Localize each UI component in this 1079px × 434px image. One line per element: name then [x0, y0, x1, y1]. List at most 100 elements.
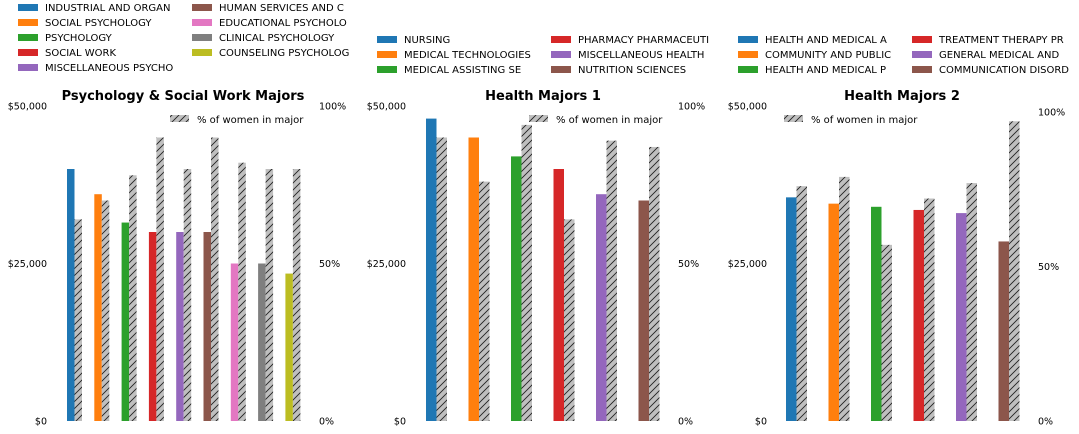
- women-pct-bar: [649, 146, 660, 421]
- salary-bar: [258, 263, 266, 421]
- legend-hatch-label: % of women in major: [197, 115, 304, 126]
- women-pct-bar: [156, 137, 164, 421]
- salary-bar: [426, 118, 437, 421]
- salary-bar: [468, 137, 479, 421]
- women-pct-bar: [966, 183, 977, 421]
- legend-hatch-swatch: [170, 115, 189, 122]
- salary-bar: [176, 232, 184, 421]
- legend-swatch: [192, 19, 212, 26]
- left-tick-label: $0: [394, 417, 406, 428]
- right-tick-label: 0%: [1038, 417, 1053, 428]
- chart-title: Psychology & Social Work Majors: [62, 89, 305, 104]
- legend-label: INDUSTRIAL AND ORGAN: [45, 3, 170, 14]
- chart-panel-3: HEALTH AND MEDICAL A COMMUNITY AND PUBLIC…: [728, 35, 1070, 428]
- legend-label: COMMUNICATION DISORD: [939, 65, 1069, 76]
- women-pct-bar: [74, 219, 82, 421]
- legend-label: PHARMACY PHARMACEUTI: [578, 35, 709, 46]
- legend-label: MISCELLANEOUS HEALTH: [578, 50, 704, 61]
- legend-swatch: [738, 36, 758, 43]
- women-pct-bar: [606, 140, 617, 421]
- chart-title: Health Majors 1: [485, 89, 601, 104]
- women-pct-bar: [839, 176, 850, 421]
- salary-bar: [786, 197, 797, 421]
- legend-label: MISCELLANEOUS PSYCHO: [45, 63, 173, 74]
- salary-bar: [913, 209, 924, 421]
- women-pct-bar: [101, 200, 110, 421]
- salary-bar: [596, 194, 607, 421]
- salary-bar: [553, 169, 564, 421]
- chart-panel-1: INDUSTRIAL AND ORGAN SOCIAL PSYCHOLOGY PSY…: [8, 3, 350, 428]
- legend-label: SOCIAL PSYCHOLOGY: [45, 18, 152, 29]
- left-tick-label: $50,000: [728, 102, 767, 113]
- salary-bar: [998, 241, 1009, 421]
- right-tick-label: 50%: [319, 259, 340, 270]
- legend-swatch: [377, 36, 397, 43]
- legend-hatch-swatch: [529, 115, 548, 122]
- legend-swatch: [377, 51, 397, 58]
- salary-bar: [828, 203, 839, 421]
- women-pct-bar: [238, 162, 246, 421]
- legend-swatch: [738, 66, 758, 73]
- salary-bar: [230, 263, 239, 421]
- legend-label: GENERAL MEDICAL AND: [939, 50, 1059, 61]
- legend-label: TREATMENT THERAPY PR: [938, 35, 1064, 46]
- salary-bar: [956, 213, 967, 421]
- women-pct-bar: [881, 244, 892, 421]
- women-pct-bar: [183, 169, 192, 421]
- legend-swatch: [192, 4, 212, 11]
- legend-label: MEDICAL ASSISTING SE: [404, 65, 521, 76]
- legend-swatch: [551, 51, 571, 58]
- women-pct-bar: [211, 137, 219, 421]
- legend-swatch: [18, 34, 38, 41]
- legend-label: SOCIAL WORK: [45, 48, 116, 59]
- salary-bar: [148, 232, 157, 421]
- salary-bar: [511, 156, 522, 421]
- women-pct-bar: [924, 198, 935, 421]
- legend-label: NUTRITION SCIENCES: [578, 65, 686, 76]
- right-tick-label: 50%: [678, 259, 699, 270]
- legend-swatch: [738, 51, 758, 58]
- legend-label: HEALTH AND MEDICAL A: [765, 35, 887, 46]
- left-tick-label: $50,000: [367, 102, 406, 113]
- right-tick-label: 100%: [319, 102, 346, 113]
- legend-label: EDUCATIONAL PSYCHOLO: [219, 18, 347, 29]
- legend-swatch: [18, 64, 38, 71]
- women-pct-bar: [796, 186, 807, 421]
- salary-bar: [871, 206, 882, 421]
- salary-bar: [121, 222, 130, 421]
- right-tick-label: 100%: [1038, 108, 1065, 119]
- right-tick-label: 0%: [319, 417, 334, 428]
- left-tick-label: $25,000: [728, 259, 767, 270]
- legend-swatch: [912, 36, 932, 43]
- right-tick-label: 100%: [678, 102, 705, 113]
- left-tick-label: $0: [755, 417, 767, 428]
- women-pct-bar: [265, 169, 274, 421]
- legend-hatch-label: % of women in major: [556, 115, 663, 126]
- left-tick-label: $50,000: [8, 102, 47, 113]
- legend-hatch-label: % of women in major: [811, 115, 918, 126]
- left-tick-label: $0: [35, 417, 47, 428]
- salary-bar: [94, 194, 102, 421]
- women-pct-bar: [292, 169, 301, 421]
- legend-swatch: [18, 4, 38, 11]
- women-pct-bar: [129, 175, 137, 421]
- women-pct-bar: [1009, 121, 1020, 422]
- legend-label: COUNSELING PSYCHOLOG: [219, 48, 349, 59]
- women-pct-bar: [521, 124, 532, 422]
- legend-label: MEDICAL TECHNOLOGIES: [404, 50, 531, 61]
- women-pct-bar: [436, 137, 447, 421]
- legend-swatch: [551, 66, 571, 73]
- salary-bar: [67, 169, 75, 421]
- women-pct-bar: [479, 181, 490, 421]
- legend-label: COMMUNITY AND PUBLIC: [765, 50, 891, 61]
- legend-swatch: [551, 36, 571, 43]
- legend-swatch: [912, 66, 932, 73]
- legend-swatch: [912, 51, 932, 58]
- legend-swatch: [192, 49, 212, 56]
- chart-title: Health Majors 2: [844, 89, 960, 104]
- legend-swatch: [18, 19, 38, 26]
- left-tick-label: $25,000: [8, 259, 47, 270]
- women-pct-bar: [564, 219, 575, 421]
- salary-bar: [203, 232, 211, 421]
